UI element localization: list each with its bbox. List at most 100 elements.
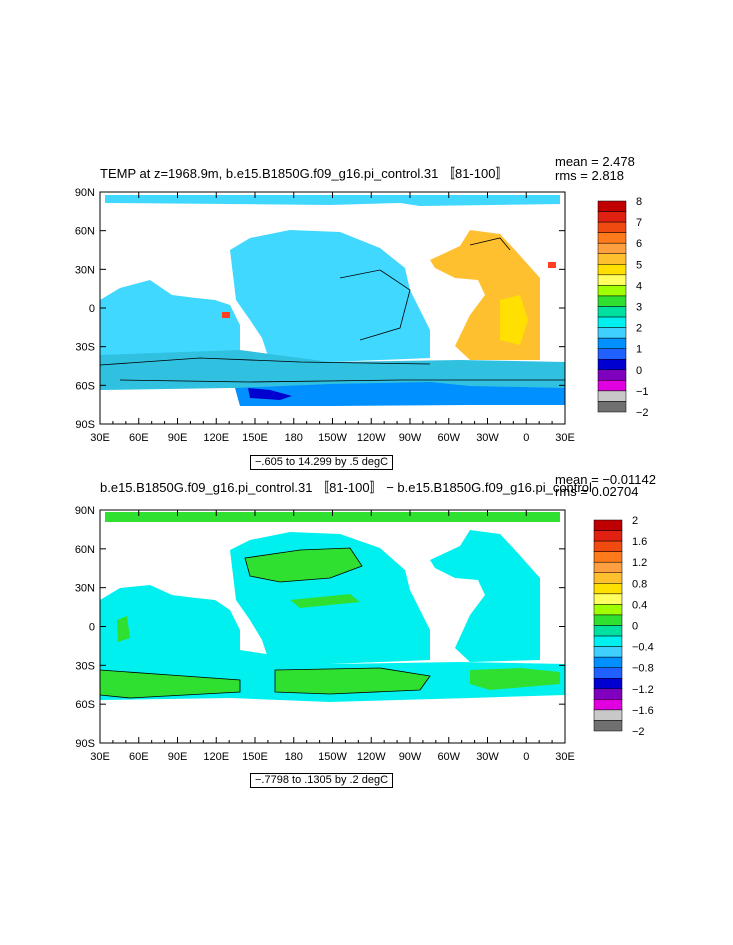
x-tick-label: 120E	[203, 751, 229, 763]
colorbar-swatch	[597, 242, 627, 254]
field-indian-ocean	[100, 280, 240, 360]
x-tick-label: 150W	[318, 751, 347, 763]
x-tick-label: 120E	[203, 432, 229, 444]
colorbar-swatch	[593, 540, 623, 552]
x-tick-label: 60E	[129, 751, 149, 763]
x-tick-label: 180	[285, 751, 303, 763]
x-tick-label: 0	[523, 751, 529, 763]
colorbar-swatch	[593, 678, 623, 690]
x-tick-label: 0	[523, 432, 529, 444]
colorbar-swatch	[593, 604, 623, 616]
mean-label: mean = −0.01142	[555, 472, 656, 487]
diff-map-svg: b.e15.B1850G.f09_g16.pi_control.31 〚81-1…	[75, 472, 656, 763]
x-tick-label: 30E	[555, 432, 575, 444]
x-tick-label: 150E	[242, 432, 268, 444]
colorbar-label: −1.2	[632, 684, 654, 696]
field-positive-south-pacific	[275, 668, 430, 694]
colorbar-swatch	[593, 720, 623, 732]
y-tick-label: 0	[89, 622, 95, 634]
colorbar-swatch	[597, 221, 627, 233]
colorbar-label: −1.6	[632, 705, 654, 717]
field-arctic	[105, 195, 560, 206]
colorbar-swatch	[593, 561, 623, 573]
colorbar-label: 2	[636, 323, 642, 335]
colorbar-label: 7	[636, 217, 642, 229]
colorbar-swatch	[597, 264, 627, 276]
contour-line-1	[339, 269, 411, 341]
y-tick-label: 60S	[75, 699, 95, 711]
field-positive-equatorial	[290, 594, 360, 608]
x-tick-label: 30E	[90, 751, 110, 763]
colorbar-label: −1	[636, 386, 649, 398]
colorbar-swatch	[593, 646, 623, 658]
colorbar-label: −2	[632, 726, 645, 738]
colorbar-swatch	[597, 316, 627, 328]
field-arctic	[105, 512, 560, 522]
colorbar-swatch	[597, 380, 627, 392]
y-tick-label: 30N	[75, 264, 95, 276]
x-tick-label: 120W	[357, 432, 386, 444]
colorbar-swatch	[597, 327, 627, 339]
field-pacific	[230, 230, 430, 362]
colorbar-label: 6	[636, 238, 642, 250]
rms-label: rms = 2.818	[555, 168, 624, 183]
colorbar-swatch	[593, 625, 623, 637]
colorbar-label: 0.4	[632, 599, 647, 611]
x-tick-label: 90W	[399, 432, 422, 444]
colorbar-swatch	[597, 401, 627, 413]
colorbar-label: 5	[636, 259, 642, 271]
colorbar-swatch	[597, 359, 627, 371]
colorbar-label: 1	[636, 344, 642, 356]
x-tick-label: 30W	[476, 751, 499, 763]
range-label: −.605 to 14.299 by .5 degC	[250, 455, 394, 470]
colorbar-swatch	[597, 306, 627, 318]
colorbar-label: 3	[636, 302, 642, 314]
colorbar-swatch	[593, 572, 623, 584]
colorbar-swatch	[593, 635, 623, 647]
colorbar-swatch	[597, 348, 627, 360]
field-coldest-patch	[248, 388, 292, 400]
x-tick-label: 180	[285, 432, 303, 444]
x-tick-label: 60E	[129, 432, 149, 444]
y-tick-label: 90N	[75, 187, 95, 199]
y-tick-label: 0	[89, 303, 95, 315]
contour-line-2	[274, 667, 431, 695]
colorbar-swatch	[597, 390, 627, 402]
x-tick-label: 90E	[168, 751, 188, 763]
x-tick-label: 30E	[555, 751, 575, 763]
x-tick-label: 30W	[476, 432, 499, 444]
x-tick-label: 90E	[168, 432, 188, 444]
field-hot-spot-med	[548, 262, 556, 268]
field-positive-south-indian	[100, 670, 240, 698]
field-positive-north-pacific	[245, 548, 362, 582]
field-indian-ocean	[100, 585, 240, 662]
y-tick-label: 30N	[75, 583, 95, 595]
field-atlantic-warm	[500, 295, 528, 345]
colorbar-swatch	[597, 211, 627, 223]
field-southern-deep	[235, 382, 565, 406]
map-field	[99, 512, 565, 702]
colorbar-swatch	[593, 530, 623, 542]
colorbar-label: 2	[632, 515, 638, 527]
colorbar-label: −0.8	[632, 663, 654, 675]
colorbar-swatch	[597, 274, 627, 286]
x-tick-label: 90W	[399, 751, 422, 763]
colorbar-swatch	[597, 337, 627, 349]
temp-map-panel: TEMP at z=1968.9m, b.e15.B1850G.f09_g16.…	[0, 150, 733, 470]
colorbar-label: 1.6	[632, 536, 647, 548]
colorbar-swatch	[593, 519, 623, 531]
range-label: −.7798 to .1305 by .2 degC	[250, 773, 394, 788]
x-tick-label: 150E	[242, 751, 268, 763]
x-tick-label: 60W	[437, 432, 460, 444]
colorbar-swatch	[597, 295, 627, 307]
y-tick-label: 90S	[75, 738, 95, 750]
y-tick-label: 90S	[75, 419, 95, 431]
x-tick-label: 30E	[90, 432, 110, 444]
x-axis: 30E 60E 90E 120E 150E 180 150W 120W 90W 60W 30W 0 30…	[90, 192, 575, 444]
colorbar-label: 1.2	[632, 557, 647, 569]
colorbar-swatch	[593, 656, 623, 668]
x-tick-label: 60W	[437, 751, 460, 763]
colorbar-label: −2	[636, 407, 649, 419]
field-positive-south-atlantic	[470, 668, 560, 690]
map-field	[99, 192, 565, 424]
